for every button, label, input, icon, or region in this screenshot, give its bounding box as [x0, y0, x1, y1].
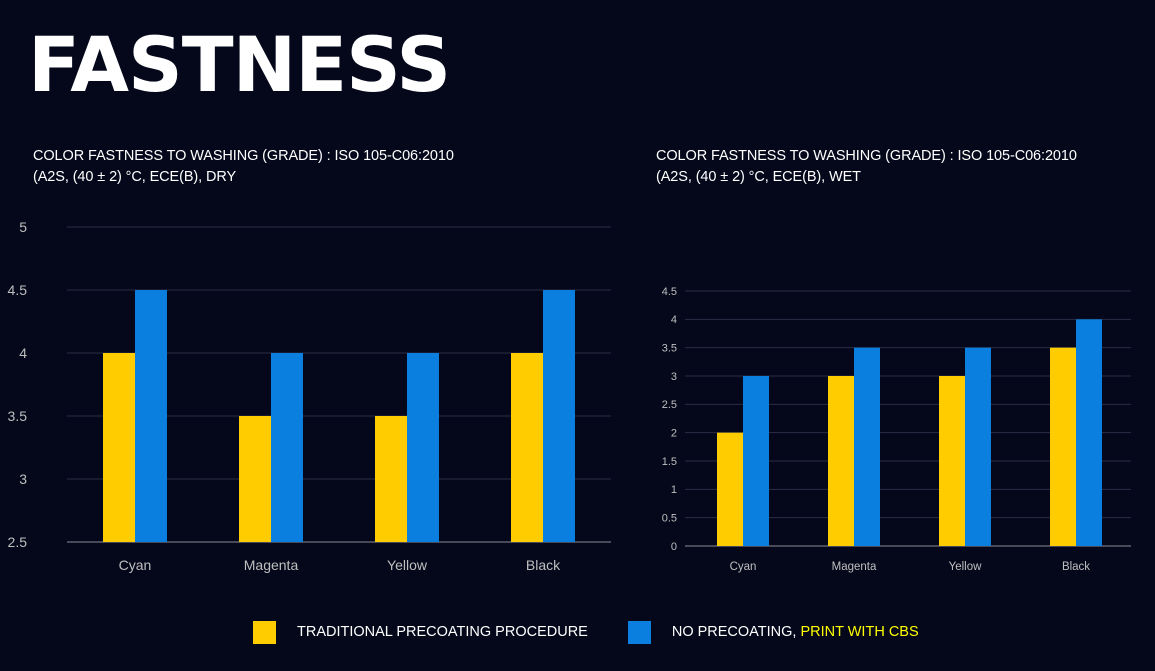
page-title: FASTNESS [28, 20, 451, 109]
dry-bar-black-series-1 [511, 353, 543, 542]
wet-x-category-label: Magenta [832, 561, 877, 573]
wet-bar-yellow-series-2 [965, 347, 991, 546]
dry-chart-title: COLOR FASTNESS TO WASHING (GRADE) : ISO … [33, 146, 454, 188]
dry-bar-cyan-series-1 [103, 353, 135, 542]
dry-y-tick-label: 4.5 [8, 282, 28, 298]
dry-chart-title-line-1: COLOR FASTNESS TO WASHING (GRADE) : ISO … [33, 148, 454, 164]
dry-bar-yellow-series-1 [375, 416, 407, 542]
wet-y-tick-label: 3.5 [662, 343, 677, 355]
wet-y-tick-label: 4.5 [662, 286, 677, 298]
wet-bar-yellow-series-1 [939, 376, 965, 546]
wet-y-tick-label: 1.5 [662, 456, 677, 468]
dry-x-category-label: Magenta [244, 557, 299, 573]
wet-bar-cyan-series-1 [717, 432, 743, 546]
dry-bar-black-series-2 [543, 290, 575, 542]
dry-y-tick-label: 3 [19, 471, 27, 487]
wet-chart-title-line-2: (A2S, (40 ± 2) °C, ECE(B), WET [656, 169, 861, 185]
wet-bar-black-series-2 [1076, 319, 1102, 546]
wet-x-category-label: Cyan [730, 561, 757, 573]
legend-label-cbs-highlight: PRINT WITH CBS [800, 624, 919, 640]
dry-x-category-label: Cyan [119, 557, 152, 573]
wet-bar-magenta-series-2 [854, 347, 880, 546]
wet-x-category-label: Black [1062, 561, 1090, 573]
legend-label-traditional: TRADITIONAL PRECOATING PROCEDURE [297, 624, 588, 640]
wet-x-category-label: Yellow [949, 561, 983, 573]
legend-item-traditional: TRADITIONAL PRECOATING PROCEDURE [253, 620, 588, 644]
dry-x-category-label: Yellow [387, 557, 428, 573]
wet-y-tick-label: 2.5 [662, 399, 677, 411]
legend-label-cbs-prefix: NO PRECOATING, [671, 624, 801, 640]
dry-bar-yellow-series-2 [407, 353, 439, 542]
wet-bar-cyan-series-2 [743, 376, 769, 546]
wet-y-tick-label: 4 [671, 314, 677, 326]
wet-fastness-bar-chart: 0 0.5 1 1.5 2 2.5 3 3.5 4 4.5 Cyan Magenta Yellow Bla… [662, 286, 1131, 573]
wet-chart-title: COLOR FASTNESS TO WASHING (GRADE) : ISO … [656, 146, 1077, 188]
legend-label-cbs: NO PRECOATING, PRINT WITH CBS [672, 624, 919, 640]
dry-fastness-bar-chart: 2.5 3 3.5 4 4.5 5 Cyan Magenta Yellow Black [8, 219, 611, 573]
wet-y-tick-label: 0 [671, 541, 677, 553]
legend-item-cbs: NO PRECOATING, PRINT WITH CBS [627, 620, 919, 644]
dry-y-tick-label: 5 [19, 219, 27, 235]
dry-y-tick-label: 4 [19, 345, 27, 361]
dry-x-category-label: Black [526, 557, 561, 573]
dry-y-tick-label: 3.5 [8, 408, 28, 424]
wet-y-tick-label: 0.5 [662, 513, 677, 525]
legend-swatch-traditional [253, 620, 276, 644]
dry-bar-cyan-series-2 [135, 290, 167, 542]
wet-y-tick-label: 2 [671, 428, 677, 440]
wet-chart-title-line-1: COLOR FASTNESS TO WASHING (GRADE) : ISO … [656, 148, 1077, 164]
wet-y-tick-label: 3 [671, 371, 677, 383]
dry-bar-magenta-series-1 [239, 416, 271, 542]
chart-legend: TRADITIONAL PRECOATING PROCEDURE NO PREC… [253, 620, 919, 644]
dry-y-tick-label: 2.5 [8, 534, 28, 550]
dry-bar-magenta-series-2 [271, 353, 303, 542]
wet-bar-magenta-series-1 [828, 376, 854, 546]
legend-swatch-cbs [627, 620, 651, 644]
wet-y-tick-label: 1 [671, 484, 677, 496]
wet-bar-black-series-1 [1050, 347, 1076, 546]
dry-chart-title-line-2: (A2S, (40 ± 2) °C, ECE(B), DRY [33, 169, 237, 185]
